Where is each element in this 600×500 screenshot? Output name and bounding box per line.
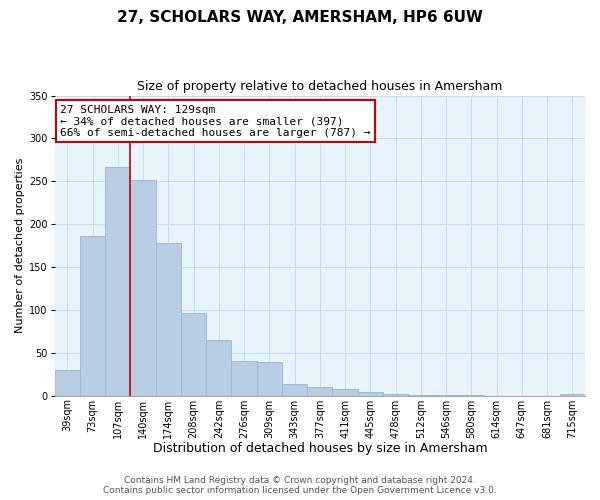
- Bar: [408, 395, 433, 396]
- Y-axis label: Number of detached properties: Number of detached properties: [15, 158, 25, 334]
- Bar: [307, 387, 332, 396]
- Bar: [55, 370, 80, 396]
- Bar: [560, 394, 585, 396]
- Bar: [459, 395, 484, 396]
- Bar: [206, 340, 232, 396]
- Text: Contains HM Land Registry data © Crown copyright and database right 2024.
Contai: Contains HM Land Registry data © Crown c…: [103, 476, 497, 495]
- Title: Size of property relative to detached houses in Amersham: Size of property relative to detached ho…: [137, 80, 503, 93]
- Bar: [383, 394, 408, 396]
- Bar: [257, 362, 282, 396]
- Bar: [80, 236, 105, 396]
- Text: 27, SCHOLARS WAY, AMERSHAM, HP6 6UW: 27, SCHOLARS WAY, AMERSHAM, HP6 6UW: [117, 10, 483, 25]
- Bar: [232, 360, 257, 396]
- Text: 27 SCHOLARS WAY: 129sqm
← 34% of detached houses are smaller (397)
66% of semi-d: 27 SCHOLARS WAY: 129sqm ← 34% of detache…: [60, 104, 371, 138]
- Bar: [433, 395, 459, 396]
- Bar: [130, 180, 156, 396]
- X-axis label: Distribution of detached houses by size in Amersham: Distribution of detached houses by size …: [152, 442, 487, 455]
- Bar: [282, 384, 307, 396]
- Bar: [105, 166, 130, 396]
- Bar: [358, 392, 383, 396]
- Bar: [181, 314, 206, 396]
- Bar: [332, 389, 358, 396]
- Bar: [156, 243, 181, 396]
